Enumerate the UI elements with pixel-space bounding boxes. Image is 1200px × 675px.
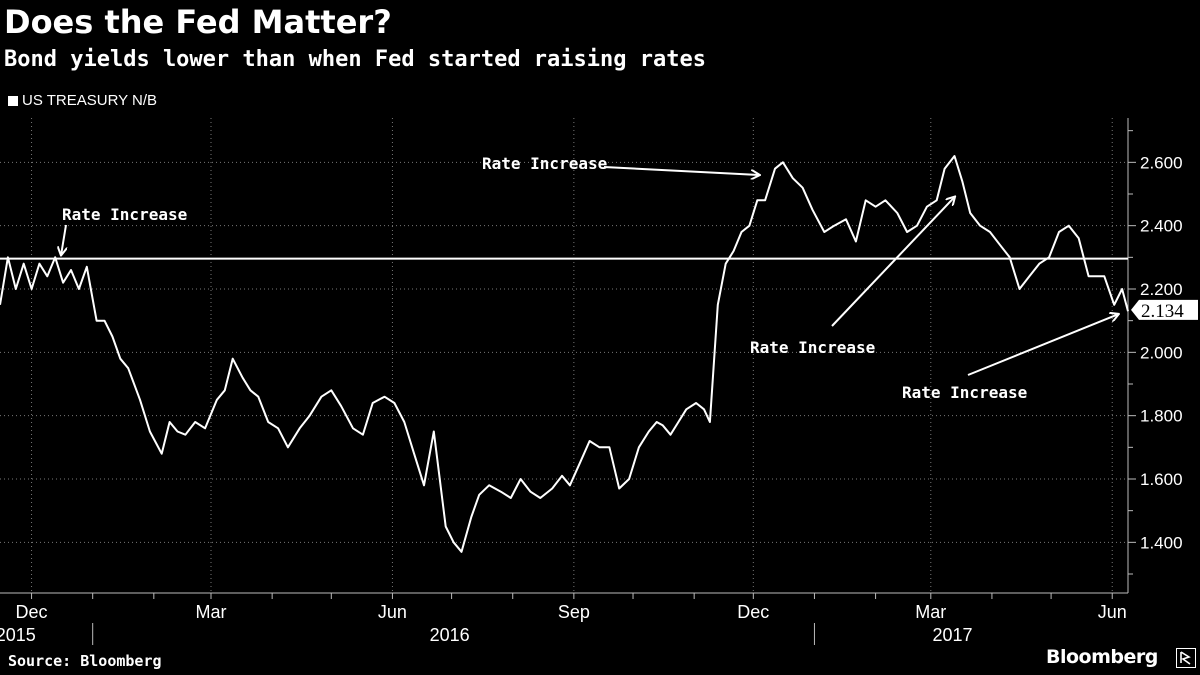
- last-value-badge: [1131, 299, 1198, 320]
- annotation-arrow: [61, 224, 66, 255]
- x-tick-label: Dec: [737, 602, 769, 622]
- x-tick-label: Jun: [1098, 602, 1127, 622]
- x-tick-label: Mar: [915, 602, 946, 622]
- legend-swatch: [8, 95, 18, 106]
- annotation-label: Rate Increase: [750, 338, 875, 357]
- year-label: 2015: [0, 625, 36, 645]
- x-tick-label: Jun: [378, 602, 407, 622]
- annotation-arrow: [603, 166, 759, 175]
- last-value-label: 2.134: [1141, 301, 1184, 322]
- brand-logo: Bloomberg: [1046, 646, 1158, 668]
- y-tick-label: 2.200: [1140, 280, 1183, 299]
- legend: US TREASURY N/B: [8, 92, 157, 109]
- y-tick-label: 2.000: [1140, 343, 1183, 362]
- annotation-label: Rate Increase: [62, 205, 187, 224]
- y-tick-label: 1.400: [1140, 533, 1183, 552]
- x-tick-label: Mar: [196, 602, 227, 622]
- annotation-arrow: [831, 197, 954, 327]
- y-tick-label: 2.400: [1140, 217, 1183, 236]
- x-tick-label: Sep: [558, 602, 590, 622]
- source-label: Source: Bloomberg: [8, 652, 162, 670]
- chart-title: Does the Fed Matter?: [4, 3, 392, 41]
- y-tick-label: 1.800: [1140, 407, 1183, 426]
- y-tick-label: 2.600: [1140, 153, 1183, 172]
- year-label: 2017: [932, 625, 972, 645]
- y-tick-label: 1.600: [1140, 470, 1183, 489]
- chart-subtitle: Bond yields lower than when Fed started …: [4, 47, 706, 72]
- bloomberg-terminal-icon: [1176, 648, 1196, 668]
- annotation-arrow: [967, 314, 1118, 376]
- annotation-label: Rate Increase: [902, 383, 1027, 402]
- legend-label: US TREASURY N/B: [22, 92, 158, 109]
- year-label: 2016: [430, 625, 470, 645]
- x-tick-label: Dec: [16, 602, 48, 622]
- series-line: [0, 155, 1129, 553]
- annotation-label: Rate Increase: [482, 154, 607, 173]
